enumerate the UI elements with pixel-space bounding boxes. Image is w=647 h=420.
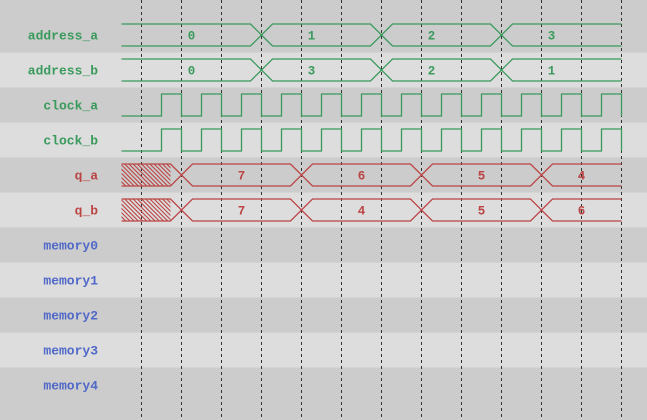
svg-text:0: 0 [188, 29, 196, 43]
svg-text:4: 4 [578, 169, 586, 183]
svg-text:1: 1 [548, 64, 556, 78]
svg-text:1: 1 [308, 29, 316, 43]
svg-text:6: 6 [578, 204, 586, 218]
svg-text:7: 7 [238, 169, 246, 183]
svg-text:clock_a: clock_a [43, 98, 98, 113]
svg-text:3: 3 [308, 64, 316, 78]
svg-text:0: 0 [188, 64, 196, 78]
svg-text:clock_b: clock_b [43, 133, 98, 148]
svg-text:5: 5 [478, 169, 486, 183]
svg-text:6: 6 [358, 169, 366, 183]
svg-text:address_b: address_b [28, 63, 98, 78]
svg-text:7: 7 [238, 204, 246, 218]
svg-text:3: 3 [548, 29, 556, 43]
svg-text:memory4: memory4 [43, 378, 98, 393]
svg-text:4: 4 [358, 204, 366, 218]
svg-text:5: 5 [478, 204, 486, 218]
svg-text:memory2: memory2 [43, 308, 98, 323]
svg-text:2: 2 [428, 64, 436, 78]
svg-text:2: 2 [428, 29, 436, 43]
svg-text:address_a: address_a [28, 28, 98, 43]
svg-text:memory0: memory0 [43, 238, 98, 253]
svg-text:q_a: q_a [75, 168, 99, 183]
svg-text:q_b: q_b [75, 203, 99, 218]
svg-text:memory3: memory3 [43, 343, 98, 358]
svg-text:memory1: memory1 [43, 273, 98, 288]
